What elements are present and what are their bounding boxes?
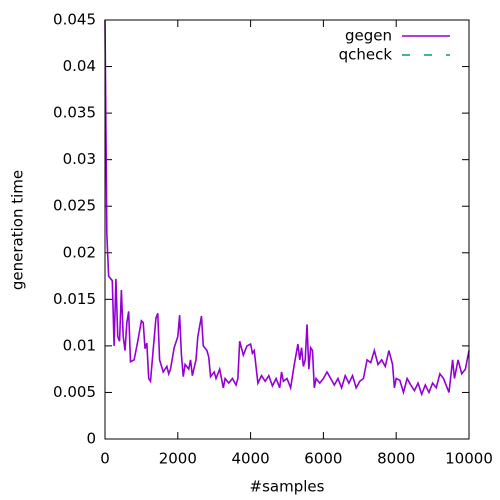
legend-label: gegen (345, 27, 392, 45)
x-tick-label: 2000 (159, 450, 197, 468)
x-tick-label: 6000 (304, 450, 342, 468)
y-tick-label: 0.01 (63, 336, 96, 354)
y-tick-label: 0.025 (53, 197, 96, 215)
y-tick-label: 0 (86, 430, 96, 448)
x-tick-label: 0 (100, 450, 110, 468)
legend-label: qcheck (339, 46, 393, 64)
y-tick-label: 0.045 (53, 11, 96, 29)
x-tick-label: 10000 (445, 450, 493, 468)
y-tick-label: 0.04 (63, 57, 96, 75)
x-tick-label: 8000 (377, 450, 415, 468)
y-tick-label: 0.02 (63, 243, 96, 261)
y-tick-label: 0.03 (63, 150, 96, 168)
y-tick-label: 0.035 (53, 104, 96, 122)
plot-frame (104, 19, 470, 440)
series-line (104, 19, 470, 397)
y-tick-label: 0.015 (53, 290, 96, 308)
x-axis-label: #samples (250, 478, 325, 496)
y-tick-label: 0.005 (53, 383, 96, 401)
y-axis-label: generation time (9, 170, 27, 290)
x-tick-label: 4000 (232, 450, 270, 468)
